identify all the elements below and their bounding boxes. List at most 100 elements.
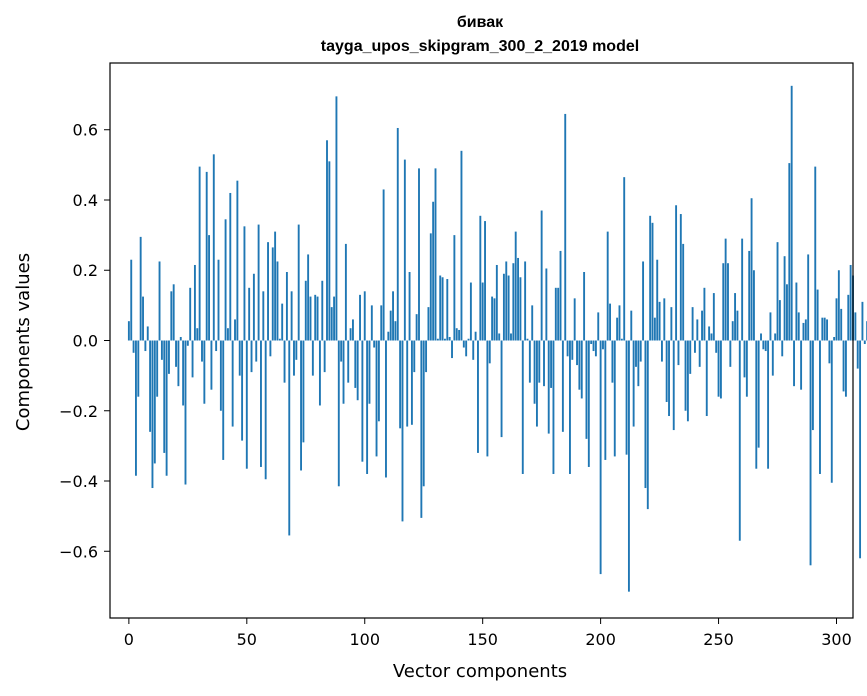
y-tick-label-0: −0.6 — [59, 542, 98, 561]
bar-139 — [455, 328, 458, 341]
bar-187 — [569, 340, 571, 474]
bar-28 — [193, 264, 196, 341]
bar-27 — [191, 340, 194, 378]
x-tick-label-250: 250 — [703, 630, 734, 649]
bar-68 — [288, 340, 291, 536]
bar-160 — [505, 261, 508, 341]
bar-98 — [359, 294, 361, 341]
bar-99 — [361, 340, 364, 462]
y-tick-label-2: −0.2 — [59, 402, 98, 421]
bar-238 — [689, 340, 692, 374]
bar-109 — [385, 340, 387, 478]
bar-185 — [564, 113, 567, 341]
bar-29 — [196, 328, 199, 341]
bar-278 — [783, 256, 786, 341]
bar-198 — [594, 340, 597, 357]
bar-89 — [337, 340, 340, 487]
bar-171 — [531, 305, 534, 341]
bar-176 — [543, 340, 545, 387]
bar-302 — [840, 308, 843, 341]
bar-284 — [797, 312, 800, 341]
bar-24 — [184, 340, 187, 485]
bar-222 — [651, 222, 654, 341]
bar-224 — [656, 259, 659, 341]
bars-group — [127, 85, 867, 592]
bar-18 — [170, 291, 173, 341]
bar-196 — [590, 340, 593, 345]
bar-164 — [514, 231, 517, 341]
bar-51 — [248, 287, 251, 341]
bar-20 — [175, 340, 177, 367]
y-axis-label: Components values — [13, 253, 34, 431]
bar-93 — [347, 340, 350, 383]
bar-129 — [432, 201, 435, 341]
x-tick-label-50: 50 — [237, 630, 257, 649]
bar-193 — [583, 272, 586, 341]
bar-203 — [606, 231, 609, 341]
bar-69 — [290, 291, 293, 341]
bar-220 — [646, 340, 649, 510]
bar-77 — [309, 296, 312, 341]
bar-158 — [500, 340, 503, 438]
bar-58 — [264, 340, 267, 480]
bar-103 — [370, 305, 373, 341]
bar-174 — [538, 340, 541, 383]
bar-268 — [760, 333, 762, 341]
x-tick-label-100: 100 — [349, 630, 380, 649]
bar-55 — [257, 224, 260, 341]
bar-59 — [267, 242, 269, 341]
bar-251 — [719, 340, 722, 399]
bar-47 — [238, 340, 241, 376]
bar-197 — [592, 340, 595, 352]
bar-178 — [547, 340, 550, 434]
bar-122 — [415, 314, 418, 341]
bar-204 — [609, 303, 611, 341]
bar-195 — [587, 340, 590, 467]
bar-283 — [795, 282, 798, 341]
bar-140 — [458, 329, 461, 341]
bar-173 — [535, 340, 538, 427]
bar-76 — [307, 254, 310, 341]
bar-134 — [444, 338, 446, 341]
bar-13 — [158, 261, 161, 341]
bar-269 — [762, 340, 765, 350]
bar-32 — [203, 340, 206, 404]
bar-162 — [510, 333, 512, 341]
bar-131 — [436, 338, 439, 341]
bar-303 — [842, 340, 845, 392]
bar-200 — [599, 340, 602, 575]
bar-70 — [293, 340, 295, 376]
bar-264 — [750, 198, 753, 341]
bar-248 — [712, 293, 715, 341]
bar-133 — [441, 277, 444, 341]
bar-221 — [649, 215, 652, 341]
bar-223 — [653, 317, 656, 341]
bar-0 — [127, 321, 130, 341]
bar-44 — [231, 340, 234, 427]
bar-33 — [205, 171, 208, 341]
bar-207 — [616, 317, 619, 341]
bar-83 — [323, 340, 326, 373]
bar-4 — [137, 340, 140, 397]
bar-163 — [512, 263, 515, 341]
bar-45 — [234, 319, 236, 341]
bar-43 — [229, 192, 232, 341]
x-tick-label-300: 300 — [821, 630, 852, 649]
bar-128 — [429, 233, 432, 341]
bar-23 — [182, 340, 185, 406]
bar-216 — [637, 340, 640, 387]
bar-279 — [786, 284, 788, 341]
bar-26 — [189, 287, 192, 341]
bar-299 — [833, 336, 836, 341]
bar-172 — [533, 340, 536, 404]
bar-189 — [573, 298, 576, 341]
bar-92 — [344, 243, 347, 341]
bar-66 — [283, 340, 286, 383]
bar-6 — [142, 296, 144, 341]
bar-240 — [694, 340, 696, 353]
bar-237 — [686, 340, 689, 422]
bar-72 — [297, 224, 300, 341]
bar-19 — [172, 284, 175, 341]
bar-123 — [418, 168, 420, 341]
